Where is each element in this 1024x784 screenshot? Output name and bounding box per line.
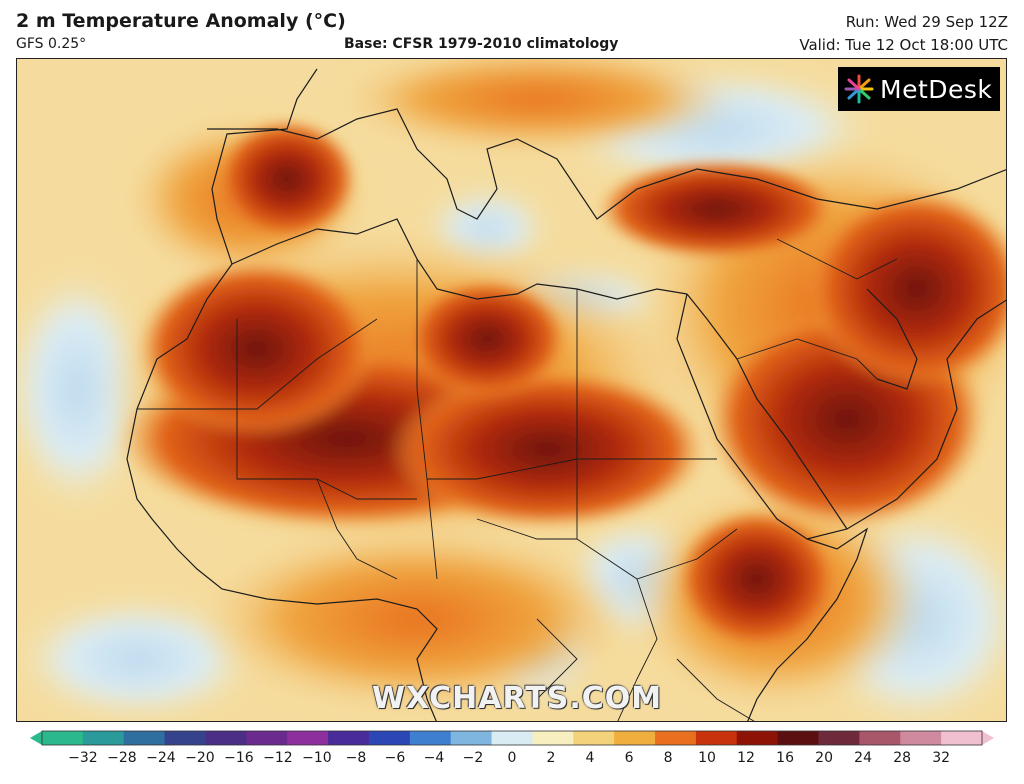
colorbar-segment (614, 731, 656, 745)
wxcharts-watermark: WXCHARTS.COM (372, 681, 663, 716)
colorbar-segment (287, 731, 329, 745)
colorbar-segment (82, 731, 125, 745)
colorbar-tick-label: −24 (146, 750, 176, 766)
hot-anomaly-areas (117, 119, 1006, 649)
colorbar-segment (695, 731, 738, 745)
colorbar-max-arrow (982, 731, 994, 745)
base-climatology-label: Base: CFSR 1979-2010 climatology (344, 36, 619, 52)
colorbar-segment (246, 731, 288, 745)
colorbar (30, 730, 994, 746)
colorbar-segment (164, 731, 206, 745)
valid-time-label: Valid: Tue 12 Oct 18:00 UTC (799, 36, 1008, 54)
colorbar-min-arrow (30, 731, 42, 745)
colorbar-segment (736, 731, 779, 745)
colorbar-tick-label: 6 (624, 750, 634, 766)
colorbar-tick-label: −10 (302, 750, 332, 766)
colorbar-tick-label: −8 (345, 750, 367, 766)
colorbar-tick-label: −32 (68, 750, 98, 766)
colorbar-tick-label: −12 (263, 750, 293, 766)
colorbar-tick-label: −16 (224, 750, 254, 766)
country-borders (137, 238, 898, 721)
colorbar-tick-label: 2 (546, 750, 556, 766)
colorbar-segment (573, 731, 615, 745)
colorbar-segment (42, 731, 84, 745)
colorbar-segment (409, 731, 452, 745)
colorbar-tick-label: −6 (384, 750, 406, 766)
colorbar-tick-label: 16 (776, 750, 794, 766)
colorbar-segment (655, 731, 697, 745)
temperature-anomaly-map[interactable]: MetDesk WXCHARTS.COM (16, 58, 1007, 722)
metdesk-logo: MetDesk (838, 67, 1000, 111)
colorbar-tick-label: 4 (585, 750, 595, 766)
colorbar-tick-label: −28 (107, 750, 137, 766)
colorbar-tick-label: 32 (932, 750, 951, 766)
model-label: GFS 0.25° (16, 36, 87, 52)
coastlines (126, 68, 1006, 721)
colorbar-segment (123, 731, 166, 745)
colorbar-tick-label: −2 (462, 750, 484, 766)
colorbar-segment (818, 731, 860, 745)
colorbar-tick-label: 20 (815, 750, 834, 766)
colorbar-segment (777, 731, 820, 745)
colorbar-segment (328, 731, 370, 745)
colorbar-segment (900, 731, 942, 745)
colorbar-segment (368, 731, 411, 745)
colorbar-segment (450, 731, 493, 745)
colorbar-segment (491, 731, 533, 745)
colorbar-tick-label: 12 (737, 750, 755, 766)
colorbar-tick-label: −4 (423, 750, 445, 766)
metdesk-starburst-icon (844, 74, 874, 104)
map-canvas (17, 59, 1006, 721)
colorbar-tick-label: −20 (185, 750, 215, 766)
colorbar-segment (532, 731, 574, 745)
colorbar-tick-label: 24 (854, 750, 873, 766)
chart-header: 2 m Temperature Anomaly (°C) GFS 0.25° B… (0, 0, 1024, 58)
chart-title: 2 m Temperature Anomaly (°C) (16, 10, 346, 32)
colorbar-segment (205, 731, 247, 745)
colorbar-segment (941, 731, 983, 745)
colorbar-tick-label: 28 (893, 750, 912, 766)
run-time-label: Run: Wed 29 Sep 12Z (845, 13, 1008, 31)
colorbar-tick-label: 10 (698, 750, 716, 766)
metdesk-logo-text: MetDesk (880, 74, 993, 104)
colorbar-tick-label: 0 (507, 750, 517, 766)
colorbar-segment (859, 731, 901, 745)
colorbar-tick-labels: −32 −28 −24 −20 −16 −12 −10 −8 −6 −4 −2 0 2 4 6 8 10 12 16… (0, 744, 1024, 774)
colorbar-tick-label: 8 (663, 750, 673, 766)
